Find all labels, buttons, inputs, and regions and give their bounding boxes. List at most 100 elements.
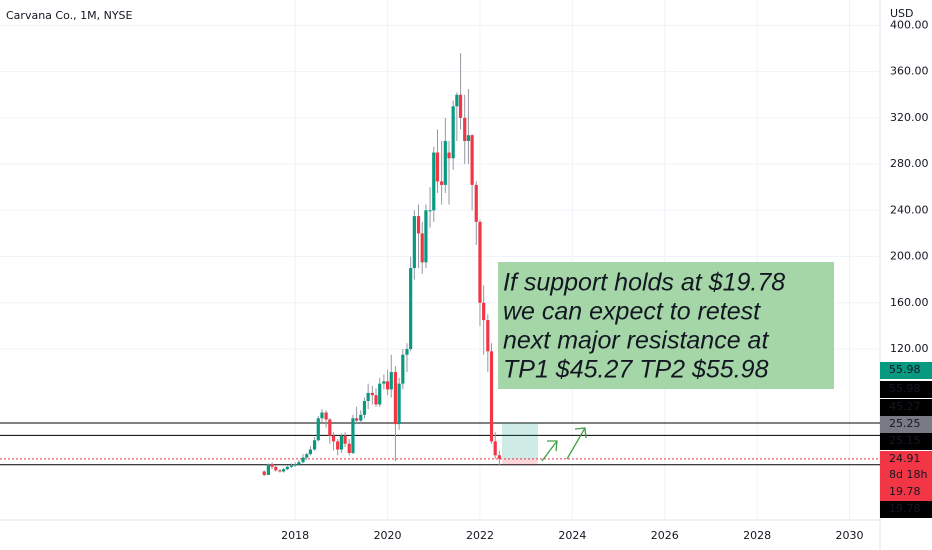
- currency-label: USD: [890, 7, 914, 20]
- candle-body: [343, 435, 347, 444]
- candle-body: [347, 443, 351, 453]
- arrow: [541, 440, 558, 462]
- candle-body: [497, 455, 501, 459]
- position-loss-zone: [502, 458, 538, 465]
- candle-body: [366, 392, 370, 401]
- candle-body: [458, 94, 463, 118]
- candle-body: [463, 117, 467, 141]
- chart-title: Carvana Co., 1M, NYSE: [6, 9, 133, 22]
- price-label-bg: [880, 399, 932, 416]
- annotation-box: [498, 262, 834, 389]
- x-tick-label: 2030: [836, 529, 864, 542]
- candle-body: [270, 464, 274, 467]
- x-tick-label: 2026: [651, 529, 679, 542]
- candle-body: [401, 354, 405, 384]
- annotation-line: we can expect to retest: [503, 298, 761, 326]
- candle-body: [470, 135, 474, 185]
- y-tick-label: 360.00: [890, 65, 929, 78]
- candle-body: [370, 392, 374, 396]
- candle-body: [362, 400, 367, 415]
- candle-body: [447, 152, 451, 159]
- candle-body: [339, 435, 343, 450]
- annotation-line: If support holds at $19.78: [503, 269, 785, 297]
- candle-body: [432, 152, 436, 211]
- price-label-bg: [880, 381, 932, 398]
- price-label: 25.15: [889, 434, 921, 447]
- x-tick-label: 2020: [374, 529, 402, 542]
- price-label: 19.78: [889, 502, 921, 515]
- candle-body: [293, 464, 297, 466]
- candle-body: [320, 412, 324, 419]
- position-profit-zone: [502, 422, 538, 459]
- price-label-bg: [880, 451, 932, 484]
- candle-body: [489, 351, 494, 442]
- candle-body: [424, 210, 428, 263]
- candle-body: [474, 184, 478, 222]
- candle-body: [351, 418, 355, 453]
- price-label-bg: [880, 416, 932, 433]
- price-label: 45.27: [889, 400, 921, 413]
- candle-body: [393, 372, 398, 425]
- candle-body: [478, 221, 482, 303]
- candle-body: [420, 233, 424, 263]
- candle-body: [443, 140, 447, 185]
- candle-body: [440, 181, 444, 185]
- x-tick-label: 2018: [281, 529, 309, 542]
- price-label: 19.78: [889, 485, 921, 498]
- candle-body: [266, 464, 270, 475]
- price-label: 55.98: [889, 363, 921, 376]
- candle-body: [455, 94, 459, 107]
- candle-body: [328, 419, 332, 436]
- candle-body: [312, 440, 317, 450]
- y-tick-label: 320.00: [890, 111, 929, 124]
- candle-body: [385, 381, 390, 390]
- candle-body: [278, 470, 282, 472]
- candle-body: [289, 465, 294, 467]
- candle-body: [336, 441, 340, 450]
- price-label-bg: [880, 501, 932, 518]
- price-label-bg: [880, 362, 932, 379]
- candle-body: [482, 302, 486, 321]
- annotation-line: next major resistance at: [503, 327, 769, 355]
- price-label-bg: [880, 484, 932, 501]
- x-tick-label: 2024: [558, 529, 586, 542]
- candle-body: [486, 320, 490, 352]
- candle-body: [412, 216, 416, 269]
- candle-body: [428, 210, 432, 212]
- y-tick-label: 200.00: [890, 250, 929, 263]
- candle-body: [378, 383, 382, 405]
- y-tick-label: 120.00: [890, 342, 929, 355]
- candle-body: [301, 457, 305, 463]
- candle-body: [405, 348, 409, 355]
- candle-body: [324, 412, 328, 420]
- candle-body: [382, 381, 386, 384]
- candle-body: [316, 418, 320, 441]
- candle-body: [359, 414, 363, 421]
- candle-body: [416, 216, 421, 234]
- arrow: [566, 427, 587, 460]
- y-tick-label: 280.00: [890, 157, 929, 170]
- candle-body: [331, 435, 336, 442]
- candle-body: [397, 383, 401, 425]
- candle-body: [262, 471, 266, 475]
- x-tick-label: 2022: [466, 529, 494, 542]
- y-tick-label: 400.00: [890, 18, 929, 31]
- candle-body: [451, 106, 455, 159]
- candle-body: [409, 268, 413, 349]
- candle-body: [285, 466, 289, 470]
- candle-body: [355, 418, 359, 421]
- candle-body: [305, 454, 309, 458]
- y-tick-label: 240.00: [890, 203, 929, 216]
- candle-body: [282, 469, 286, 472]
- candle-body: [466, 135, 471, 141]
- countdown-label: 8d 18h: [889, 468, 927, 481]
- candle-body: [308, 449, 313, 455]
- x-tick-label: 2028: [743, 529, 771, 542]
- candle-body: [435, 152, 440, 182]
- annotation-line: TP1 $45.27 TP2 $55.98: [503, 356, 769, 384]
- candle-body: [297, 462, 301, 465]
- candle-body: [389, 372, 393, 390]
- price-label: 25.25: [889, 417, 921, 430]
